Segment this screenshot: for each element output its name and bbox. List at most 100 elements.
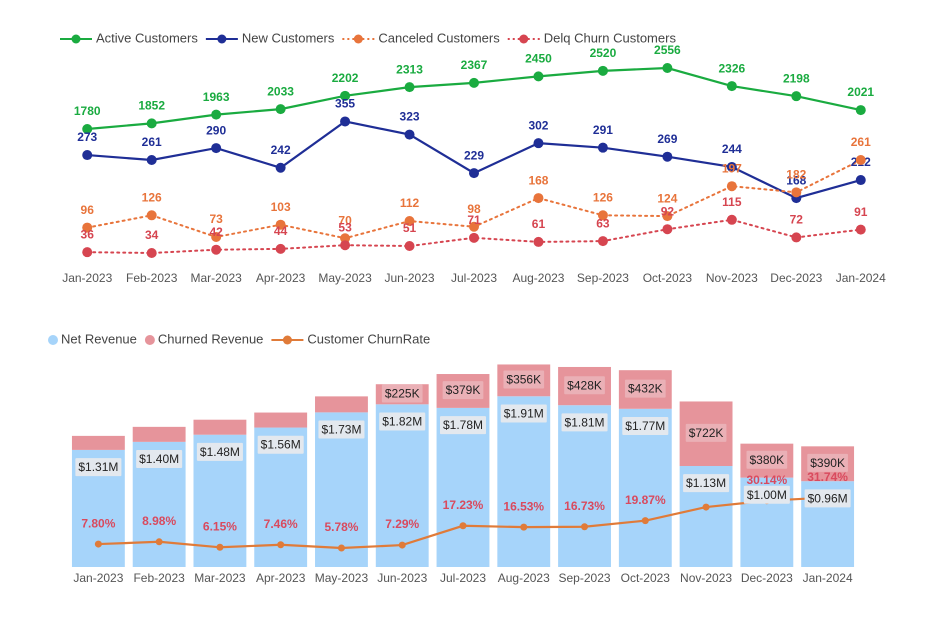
x-tick-label: Feb-2023: [126, 271, 178, 285]
x-tick-label: Sep-2023: [577, 271, 629, 285]
data-point: [211, 143, 222, 154]
data-label: 182: [786, 168, 806, 182]
rate-point: [398, 541, 406, 549]
legend-marker: [519, 34, 529, 44]
legend-label: Canceled Customers: [378, 30, 500, 45]
data-point: [726, 181, 737, 192]
bar-label: $1.13M: [686, 476, 726, 490]
bar-label: $1.77M: [625, 419, 665, 433]
x-tick-label: Dec-2023: [770, 271, 822, 285]
data-point: [404, 129, 415, 140]
data-point: [211, 232, 222, 243]
data-point: [662, 151, 673, 162]
bar-label: $225K: [385, 386, 420, 400]
x-tick-label: Aug-2023: [512, 271, 564, 285]
data-point: [404, 82, 415, 93]
bar-label: $722K: [689, 426, 724, 440]
data-label: 1780: [74, 104, 101, 118]
x-tick-label: Sep-2023: [559, 571, 611, 585]
rate-point: [702, 503, 710, 511]
rate-point: [641, 517, 649, 525]
data-label: 44: [274, 224, 288, 238]
data-label: 168: [786, 173, 806, 187]
legend-marker: [217, 34, 227, 44]
data-point: [662, 224, 673, 235]
data-point: [82, 222, 93, 233]
data-label: 242: [271, 143, 291, 157]
label-box: [807, 453, 848, 472]
x-tick-label: Jul-2023: [451, 271, 497, 285]
data-label: 2198: [783, 71, 810, 85]
data-point: [340, 240, 351, 251]
data-point: [726, 161, 737, 172]
bar-label: $390K: [810, 456, 845, 470]
legend-label: Net Revenue: [61, 331, 137, 346]
data-label: 61: [532, 217, 546, 231]
bar-label: $1.82M: [382, 414, 422, 428]
rate-point: [94, 540, 102, 548]
legend-label: Active Customers: [96, 30, 198, 45]
rate-point: [459, 522, 467, 530]
rate-label: 7.46%: [264, 517, 298, 531]
rate-label: 16.73%: [564, 499, 605, 513]
x-tick-label: Jan-2023: [62, 271, 112, 285]
x-tick-label: Oct-2023: [621, 571, 671, 585]
legend-label: Delq Churn Customers: [544, 30, 677, 45]
data-label: 103: [271, 200, 291, 214]
data-point: [855, 105, 866, 116]
data-label: 273: [77, 130, 97, 144]
rate-label: 5.78%: [324, 520, 358, 534]
label-box: [683, 474, 730, 493]
label-box: [624, 379, 666, 398]
rate-label: 8.98%: [142, 514, 176, 528]
data-label: 112: [400, 196, 420, 210]
data-label: 2021: [847, 85, 874, 99]
data-point: [855, 224, 866, 235]
data-point: [597, 65, 608, 76]
data-label: 115: [722, 195, 742, 209]
rate-label: 6.15%: [203, 519, 237, 533]
data-point: [597, 236, 608, 247]
bar-label: $428K: [567, 378, 602, 392]
label-box: [379, 412, 426, 431]
bar-label: $1.73M: [321, 423, 361, 437]
label-box: [439, 416, 487, 435]
data-label: 42: [209, 225, 223, 239]
label-box: [804, 489, 851, 508]
data-label: 2520: [590, 46, 617, 60]
bar-label: $356K: [506, 373, 541, 387]
bar-label: $1.00M: [747, 488, 787, 502]
data-point: [855, 175, 866, 186]
data-point: [662, 211, 673, 222]
bar-segment: [193, 419, 247, 435]
data-point: [275, 243, 286, 254]
data-point: [469, 221, 479, 232]
data-point: [146, 210, 157, 221]
rate-label: 30.14%: [746, 473, 787, 487]
data-point: [533, 138, 544, 149]
data-point: [275, 104, 286, 115]
x-tick-label: Feb-2023: [133, 571, 185, 585]
data-point: [662, 63, 673, 74]
bar-label: $1.56M: [261, 438, 301, 452]
data-point: [146, 118, 157, 129]
data-label: 96: [81, 203, 95, 217]
bar-label: $1.31M: [78, 460, 118, 474]
data-label: 71: [467, 213, 481, 227]
data-point: [146, 247, 157, 258]
label-box: [743, 485, 790, 504]
data-label: 1963: [203, 90, 230, 104]
x-tick-label: Jul-2023: [440, 571, 486, 585]
data-point: [82, 247, 93, 258]
bar-segment: [315, 396, 368, 413]
data-label: 51: [403, 221, 417, 235]
rate-point: [581, 523, 589, 531]
legend-marker: [144, 335, 155, 345]
bar-segment: [254, 412, 308, 428]
rate-point: [216, 543, 224, 551]
data-label: 261: [851, 135, 871, 149]
rate-label: 19.87%: [625, 493, 666, 507]
x-tick-label: Mar-2023: [194, 571, 246, 585]
data-point: [469, 232, 479, 243]
